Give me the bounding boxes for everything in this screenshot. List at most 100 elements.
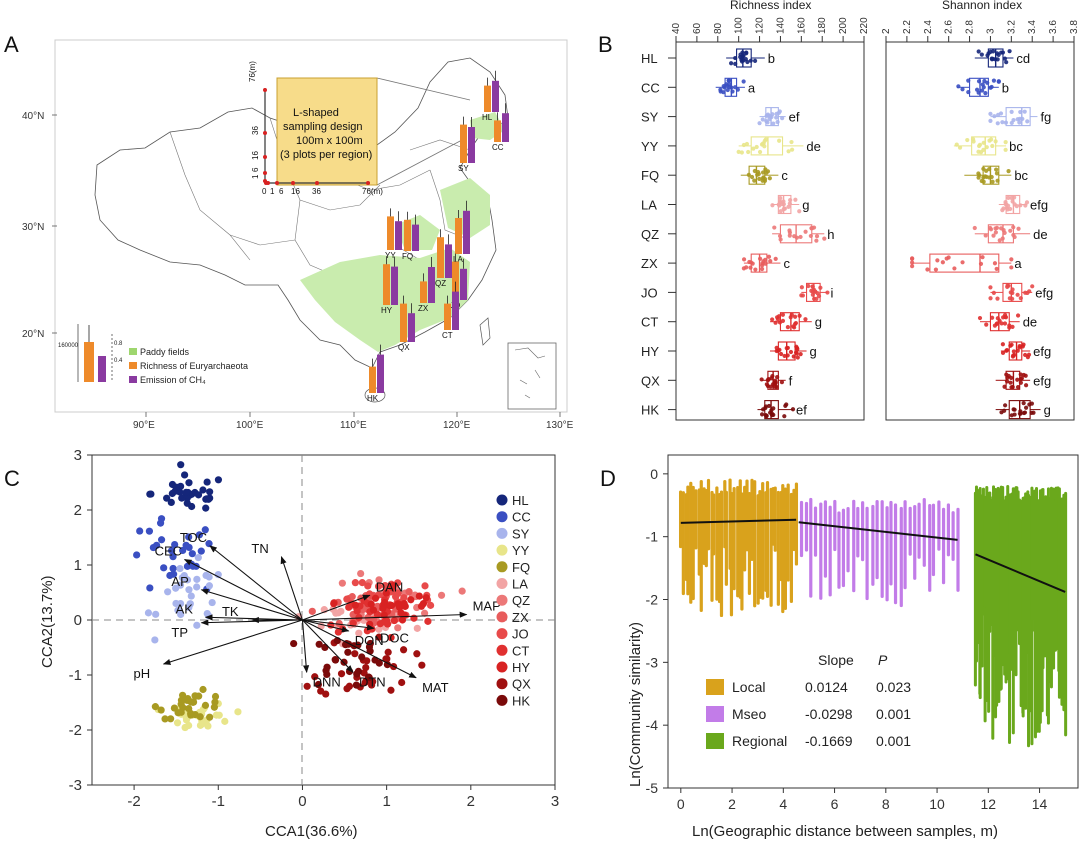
shannon-significance-letter: a	[1014, 256, 1022, 271]
shannon-box	[987, 224, 1014, 244]
cca-point-qx	[384, 648, 392, 656]
dd-legend-slope-regional: -0.1669	[805, 733, 853, 749]
richness-point	[795, 355, 800, 360]
richness-point	[777, 138, 782, 143]
site-emission-bar	[502, 113, 509, 142]
lon-label-90: 90°E	[133, 420, 155, 431]
shannon-point	[994, 266, 999, 272]
callout-y-axis-label: 76(m)	[248, 61, 257, 82]
cca-point-cc	[146, 584, 154, 592]
shannon-point	[1008, 228, 1013, 233]
cca-vector-label: AP	[171, 574, 188, 589]
richness-point	[799, 285, 804, 290]
cca-point-hy	[386, 601, 394, 610]
shannon-point	[978, 150, 984, 155]
richness-point	[793, 321, 798, 327]
site-richness-bar	[460, 124, 467, 163]
shannon-point	[1024, 200, 1030, 205]
cca-vector-cec	[183, 559, 303, 621]
legend-label-emission: Emission of CH₄	[140, 375, 206, 385]
cca-point-zx	[335, 619, 343, 628]
richness-point	[806, 283, 811, 289]
shannon-point	[910, 256, 915, 261]
richness-point	[794, 351, 799, 356]
shannon-point	[976, 175, 981, 180]
shannon-point	[980, 255, 985, 260]
richness-point	[726, 78, 731, 83]
cca-point-hy	[407, 596, 415, 604]
shannon-point	[1000, 342, 1005, 347]
richness-point	[782, 414, 787, 419]
cca-point-qx	[351, 650, 359, 658]
shannon-point	[965, 137, 970, 143]
shannon-point	[1007, 49, 1012, 54]
cca-point-hy	[382, 589, 390, 597]
shannon-point	[956, 84, 961, 89]
shannon-point	[988, 225, 993, 231]
cca-vector-label: MAT	[422, 680, 449, 695]
richness-point	[757, 176, 762, 182]
cca-point-hl	[204, 495, 213, 503]
legend-marker-jo	[496, 628, 508, 640]
richness-point	[759, 142, 765, 147]
site-emission-bar	[412, 224, 419, 251]
lon-label-110: 110°E	[340, 420, 367, 431]
shannon-point	[960, 87, 965, 92]
richness-tick-label: 100	[734, 17, 745, 34]
dd-points	[678, 478, 1068, 748]
richness-point	[773, 380, 778, 385]
lon-label-120: 120°E	[443, 420, 471, 431]
cca-point-sy	[144, 609, 153, 617]
site-label: ZX	[418, 304, 429, 313]
richness-point	[773, 256, 778, 261]
richness-point	[741, 142, 746, 148]
richness-point	[778, 199, 783, 205]
richness-point	[759, 377, 764, 382]
cca-point-hy	[380, 602, 388, 611]
cca-point-cc	[168, 547, 176, 555]
cca-point-hk	[315, 640, 323, 648]
shannon-significance-letter: fg	[1040, 110, 1051, 125]
cca-point-hl	[188, 502, 196, 511]
cca-point-hy	[422, 594, 430, 602]
richness-point	[772, 225, 777, 230]
legend-marker-hk	[496, 694, 508, 706]
callout-x-tick-16: 16	[291, 187, 300, 196]
richness-point	[754, 144, 759, 150]
cca-point-qx	[398, 678, 406, 687]
cca-point-sy	[187, 592, 195, 600]
legend-marker-hl	[496, 494, 508, 506]
cca-x-axis-title: CCA1(36.6%)	[265, 823, 358, 840]
richness-x-ticks: 40 60 80 100 120 140 160 180 200 220	[671, 17, 870, 42]
taiwan-outline	[479, 317, 491, 346]
shannon-tick-label: 3	[985, 28, 996, 34]
richness-point	[738, 52, 743, 57]
cca-point-jo	[426, 601, 435, 609]
shannon-point	[988, 296, 993, 301]
richness-significance-letter: g	[810, 344, 817, 359]
legend-marker-cc	[496, 511, 508, 523]
cca-y-tick-label: -3	[69, 777, 82, 794]
callout-box	[276, 77, 378, 186]
site-category-label: FQ	[641, 168, 659, 183]
richness-significance-letter: a	[748, 80, 756, 95]
cca-point-cc	[197, 547, 205, 555]
site-emission-bar	[468, 127, 475, 163]
cca-point-hk	[366, 639, 375, 648]
richness-point	[786, 149, 791, 154]
site-emission-bar	[428, 267, 435, 303]
shannon-point	[976, 49, 981, 54]
cca-point-hy	[415, 592, 423, 600]
richness-point	[786, 204, 791, 209]
shannon-point	[935, 258, 940, 263]
richness-significance-letter: g	[815, 315, 822, 330]
shannon-point	[992, 261, 998, 266]
cca-point-hl	[146, 490, 154, 498]
shannon-tick-label: 2.2	[902, 20, 913, 34]
cca-point-hl	[199, 486, 207, 494]
cca-point-cc	[179, 546, 187, 555]
cca-y-tick-label: 0	[74, 612, 82, 629]
site-emission-bar	[492, 80, 499, 112]
cca-point-jo	[358, 579, 366, 587]
